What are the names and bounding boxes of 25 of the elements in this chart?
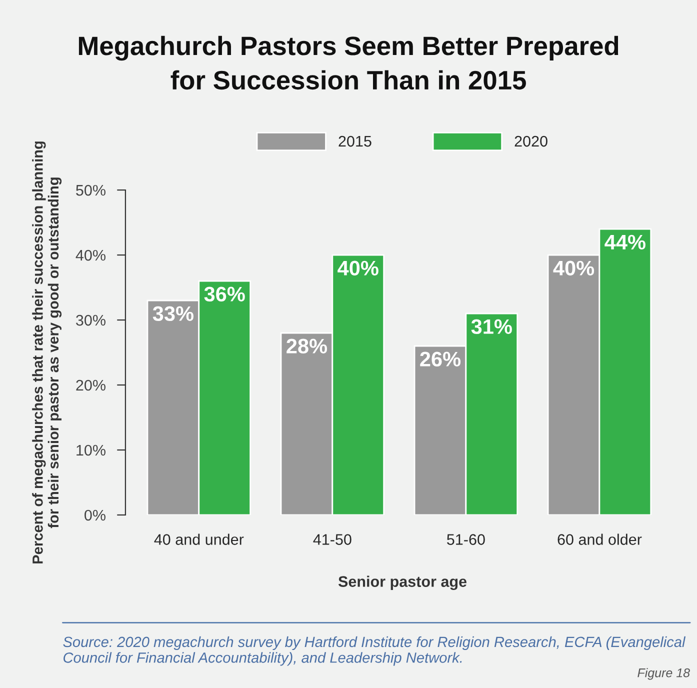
- data-label: 26%: [420, 352, 461, 366]
- y-tick-label: 0%: [84, 510, 106, 521]
- caption: Figure 18: [638, 668, 690, 680]
- x-tick-label: 60 and older: [558, 534, 642, 545]
- source-note: Source: 2020 megachurch survey by Hartford Institute for Religion Research, ECFA (Evangelical Council for Financial Accountability), and Leadership Network.: [63, 636, 686, 666]
- x-tick-label: 51-60: [447, 534, 485, 545]
- data-label: 33%: [152, 306, 194, 322]
- data-label: 40%: [553, 260, 594, 276]
- legend-label: 2020: [514, 136, 548, 147]
- y-axis-title: Percent of megachurches that rate their succession planning for their senior pastor as very good or outstanding: [32, 142, 62, 564]
- chart-title: Megachurch Pastors Seem Better Prepared for Succession Than in 2015: [78, 36, 618, 90]
- data-label: 28%: [286, 338, 328, 354]
- data-label: 40%: [338, 260, 378, 276]
- y-tick-label: 40%: [76, 250, 106, 261]
- x-axis-title: Senior pastor age: [338, 576, 467, 590]
- y-tick-label: 20%: [76, 380, 106, 391]
- data-label: 36%: [204, 286, 245, 302]
- x-tick-label: 40 and under: [154, 534, 244, 545]
- x-tick-label: 41-50: [313, 534, 352, 545]
- y-tick-label: 50%: [76, 184, 106, 196]
- data-label: 44%: [604, 234, 646, 250]
- y-tick-label: 30%: [76, 314, 106, 326]
- y-tick-label: 10%: [76, 444, 106, 456]
- data-label: 31%: [471, 319, 512, 334]
- legend-label: 2015: [338, 136, 372, 147]
